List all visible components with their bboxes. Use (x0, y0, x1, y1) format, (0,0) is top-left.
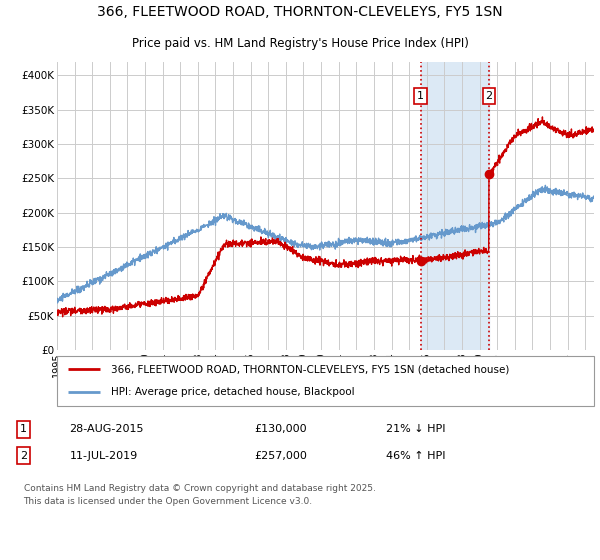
Text: This data is licensed under the Open Government Licence v3.0.: This data is licensed under the Open Gov… (23, 497, 313, 506)
Text: 366, FLEETWOOD ROAD, THORNTON-CLEVELEYS, FY5 1SN (detached house): 366, FLEETWOOD ROAD, THORNTON-CLEVELEYS,… (111, 364, 509, 374)
Text: 2: 2 (485, 91, 493, 101)
Text: 21% ↓ HPI: 21% ↓ HPI (386, 424, 446, 434)
Text: HPI: Average price, detached house, Blackpool: HPI: Average price, detached house, Blac… (111, 388, 355, 398)
Text: £257,000: £257,000 (254, 451, 307, 461)
Bar (421, 62, 489, 350)
Text: 11-JUL-2019: 11-JUL-2019 (70, 451, 138, 461)
Text: 28-AUG-2015: 28-AUG-2015 (70, 424, 144, 434)
FancyBboxPatch shape (57, 356, 594, 406)
Text: 366, FLEETWOOD ROAD, THORNTON-CLEVELEYS, FY5 1SN: 366, FLEETWOOD ROAD, THORNTON-CLEVELEYS,… (97, 6, 503, 20)
Text: 1: 1 (417, 91, 424, 101)
Text: 46% ↑ HPI: 46% ↑ HPI (386, 451, 446, 461)
Text: 2: 2 (20, 451, 27, 461)
Text: Contains HM Land Registry data © Crown copyright and database right 2025.: Contains HM Land Registry data © Crown c… (23, 483, 376, 493)
Text: Price paid vs. HM Land Registry's House Price Index (HPI): Price paid vs. HM Land Registry's House … (131, 37, 469, 50)
Text: 1: 1 (20, 424, 27, 434)
Text: £130,000: £130,000 (254, 424, 307, 434)
